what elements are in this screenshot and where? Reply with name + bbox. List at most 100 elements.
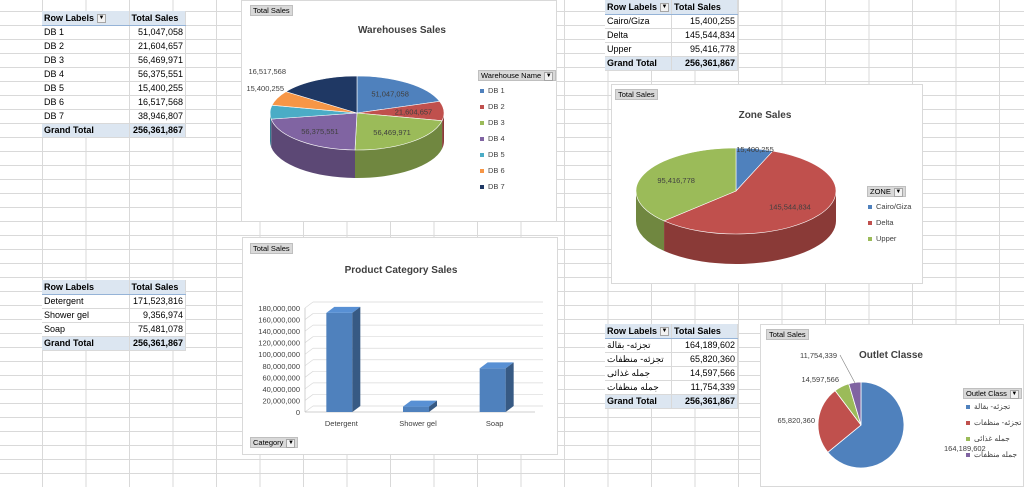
total-sales-header[interactable]: Total Sales [129, 280, 186, 295]
legend-label: DB 4 [488, 134, 505, 143]
category-chart-panel[interactable]: Total Sales Product Category Sales 180,0… [242, 237, 558, 455]
pie-slice-side[interactable] [442, 113, 444, 149]
bar-side[interactable] [352, 306, 361, 412]
pie-slice[interactable] [356, 75, 441, 114]
y-tick-label: 80,000,000 [262, 362, 300, 371]
table-row[interactable]: DB 7 38,946,807 [42, 109, 186, 124]
total-sales-header[interactable]: Total Sales [129, 11, 186, 26]
table-row[interactable]: تجزئه- منظفات 65,820,360 [605, 352, 738, 367]
warehouse-pie-svg[interactable]: 51,047,058 21,604,657 56,469,971 56,375,551… [242, 1, 558, 223]
pie-slice-side[interactable] [664, 191, 836, 264]
pie-slice[interactable] [827, 381, 905, 469]
table-row[interactable]: DB 2 21,604,657 [42, 39, 186, 54]
table-row[interactable]: Detergent 171,523,816 [42, 294, 186, 309]
pie-slice[interactable] [663, 150, 837, 235]
table-row[interactable]: تجزئه- بقالة 164,189,602 [605, 338, 738, 353]
bar-top[interactable] [403, 400, 437, 407]
total-sales-header[interactable]: Total Sales [671, 324, 738, 339]
legend-item[interactable]: Upper [868, 231, 911, 247]
pie-slice[interactable] [270, 112, 358, 151]
table-row[interactable]: DB 1 51,047,058 [42, 25, 186, 40]
filter-dropdown-icon[interactable]: ▼ [660, 2, 670, 12]
pie-slice[interactable] [285, 75, 358, 114]
table-row[interactable]: DB 3 56,469,971 [42, 53, 186, 68]
filter-dropdown-icon[interactable]: ▼ [286, 438, 296, 448]
bar-front[interactable] [479, 368, 506, 412]
filter-dropdown-icon[interactable]: ▼ [660, 326, 670, 336]
pie-slice[interactable] [817, 390, 862, 453]
category-field-button[interactable]: Category ▼ [250, 437, 299, 448]
bar-front[interactable] [403, 406, 429, 412]
grand-total-row[interactable]: Grand Total 256,361,867 [42, 335, 186, 351]
table-row[interactable]: Soap 75,481,078 [42, 322, 186, 337]
pie-slice-side[interactable] [271, 119, 355, 178]
pie-slice-side[interactable] [354, 120, 443, 178]
legend-item[interactable]: جمله منظفات [966, 447, 1021, 463]
row-labels-header[interactable]: Row Labels ▼ [605, 324, 673, 339]
gridline [304, 313, 314, 320]
table-row[interactable]: DB 4 56,375,551 [42, 67, 186, 82]
table-row[interactable]: جمله غذائى 14,597,566 [605, 366, 738, 381]
legend-item[interactable]: Delta [868, 215, 911, 231]
table-row[interactable]: Cairo/Giza 15,400,255 [605, 14, 738, 29]
bar-top[interactable] [479, 362, 514, 369]
table-row[interactable]: Upper 95,416,778 [605, 42, 738, 57]
legend-item[interactable]: DB 5 [480, 147, 505, 163]
warehouse-pivot-table[interactable]: Row Labels ▼ Total Sales DB 1 51,047,058 D… [42, 11, 186, 138]
outlet-class-field-button[interactable]: Outlet Class ▼ [963, 388, 1022, 399]
zone-chart-panel[interactable]: Total Sales Zone Sales 15,400,255 145,544… [611, 84, 923, 284]
filter-dropdown-icon[interactable]: ▼ [97, 13, 107, 23]
legend-item[interactable]: جمله غذائى [966, 431, 1021, 447]
category-pivot-table[interactable]: Row Labels Total Sales Detergent 171,523,… [42, 280, 186, 351]
outlet-pivot-table[interactable]: Row Labels ▼ Total Sales تجزئه- بقالة 164,… [605, 324, 738, 409]
zone-field-button[interactable]: ZONE ▼ [867, 186, 906, 197]
grand-total-row[interactable]: Grand Total 256,361,867 [605, 55, 738, 71]
table-row[interactable]: جمله منظفات 11,754,339 [605, 380, 738, 395]
legend-item[interactable]: Cairo/Giza [868, 199, 911, 215]
outlet-pie-svg[interactable]: 164,189,602 65,820,360 14,597,566 11,754,33… [761, 325, 1024, 487]
total-sales-field-button[interactable]: Total Sales [250, 5, 293, 16]
category-bar-svg[interactable]: 180,000,000 160,000,000 140,000,000 120,000… [243, 238, 559, 456]
row-labels-header[interactable]: Row Labels ▼ [605, 0, 673, 15]
pie-slice[interactable] [354, 112, 443, 151]
bar-top[interactable] [326, 306, 361, 313]
table-row[interactable]: Shower gel 9,356,974 [42, 308, 186, 323]
row-labels-header[interactable]: Row Labels ▼ [42, 11, 130, 26]
zone-pie-svg[interactable]: 15,400,255 145,544,834 95,416,778 [612, 85, 924, 285]
data-label: 51,047,058 [371, 90, 409, 99]
data-label: 14,597,566 [801, 375, 839, 384]
legend-item[interactable]: DB 1 [480, 83, 505, 99]
data-label: 95,416,778 [657, 176, 695, 185]
legend-item[interactable]: DB 7 [480, 179, 505, 195]
bar-side[interactable] [505, 362, 514, 412]
legend-item[interactable]: DB 3 [480, 115, 505, 131]
grand-total-row[interactable]: Grand Total 256,361,867 [605, 393, 738, 409]
bar-side[interactable] [429, 400, 437, 412]
table-row[interactable]: DB 6 16,517,568 [42, 95, 186, 110]
filter-dropdown-icon[interactable]: ▼ [1009, 389, 1019, 399]
total-sales-field-button[interactable]: Total Sales [615, 89, 658, 100]
filter-dropdown-icon[interactable]: ▼ [544, 71, 554, 81]
legend-label: DB 1 [488, 86, 505, 95]
grand-total-row[interactable]: Grand Total 256,361,867 [42, 122, 186, 138]
table-row[interactable]: Delta 145,544,834 [605, 28, 738, 43]
warehouse-name-field-button[interactable]: Warehouse Name ▼ [478, 70, 557, 81]
bar-front[interactable] [326, 312, 353, 412]
table-row[interactable]: DB 5 15,400,255 [42, 81, 186, 96]
row-labels-header[interactable]: Row Labels [42, 280, 130, 295]
total-sales-header[interactable]: Total Sales [671, 0, 738, 15]
legend-item[interactable]: DB 4 [480, 131, 505, 147]
outlet-chart-panel[interactable]: Total Sales Outlet Classe 164,189,602 65,… [760, 324, 1024, 487]
warehouse-chart-panel[interactable]: Total Sales Warehouses Sales 51,047,058 2… [241, 0, 557, 222]
legend-item[interactable]: DB 6 [480, 163, 505, 179]
legend-item[interactable]: DB 2 [480, 99, 505, 115]
zone-pivot-table[interactable]: Row Labels ▼ Total Sales Cairo/Giza 15,400… [605, 0, 738, 71]
total-sales-field-button[interactable]: Total Sales [766, 329, 809, 340]
total-sales-field-button[interactable]: Total Sales [250, 243, 293, 254]
pie-slice[interactable] [635, 147, 737, 222]
legend-item[interactable]: تجزئه- منظفات [966, 415, 1021, 431]
legend-item[interactable]: تجزئه- بقالة [966, 399, 1021, 415]
filter-dropdown-icon[interactable]: ▼ [893, 187, 903, 197]
pie-slice-side[interactable] [270, 113, 272, 148]
pie-slice-side[interactable] [636, 191, 665, 251]
